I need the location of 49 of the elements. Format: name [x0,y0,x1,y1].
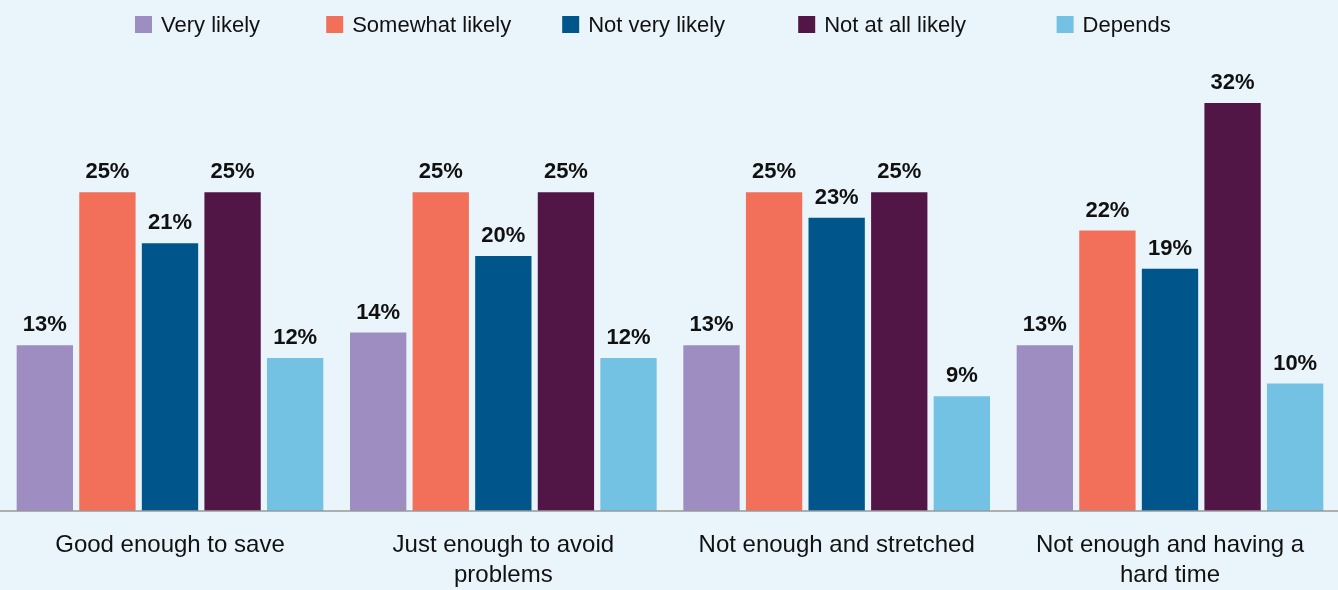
bar [537,192,595,511]
data-label: 23% [814,183,859,209]
bar [808,217,865,511]
legend-label: Not at all likely [824,11,967,37]
bar [683,345,740,511]
data-label: 32% [1210,69,1255,94]
data-label: 9% [945,362,978,388]
data-label: 19% [1147,234,1193,260]
bar [871,192,928,511]
bar [141,243,199,511]
bar [1141,268,1199,511]
legend-label: Depends [1082,11,1171,37]
bar [350,332,407,511]
bar [1267,383,1324,511]
data-label: 20% [481,222,526,247]
bar [1204,103,1261,511]
bar [1079,230,1136,511]
data-label: 25% [210,158,255,184]
data-label: 21% [147,209,193,235]
data-label: 13% [1022,311,1067,337]
x-tick-label: Not enough and stretched [698,530,975,557]
bar [267,358,324,511]
bar [1016,345,1073,511]
data-label: 25% [418,158,463,184]
bar [745,192,803,511]
data-label: 25% [752,158,797,184]
bar [600,358,657,511]
bar [933,396,990,511]
bar [204,192,261,511]
data-label: 13% [22,311,67,337]
data-label: 10% [1273,349,1318,375]
x-tick-label: Just enough to avoid problems [392,530,615,587]
x-tick-label: Good enough to save [55,530,285,557]
legend-label: Somewhat likely [352,11,512,37]
bar [412,192,469,511]
bar [475,256,532,511]
data-label: 22% [1085,196,1130,222]
legend-label: Not very likely [588,11,726,37]
data-label: 25% [877,158,922,184]
data-label: 25% [85,158,130,184]
bar [16,345,73,511]
x-tick-label: Not enough and having a hard time [1035,530,1305,587]
data-label: 12% [273,324,318,349]
legend-label: Very likely [161,11,261,37]
data-label: 14% [356,298,401,324]
data-label: 12% [606,324,651,349]
data-label: 25% [543,158,588,184]
bar [79,192,136,511]
data-label: 13% [689,311,734,337]
